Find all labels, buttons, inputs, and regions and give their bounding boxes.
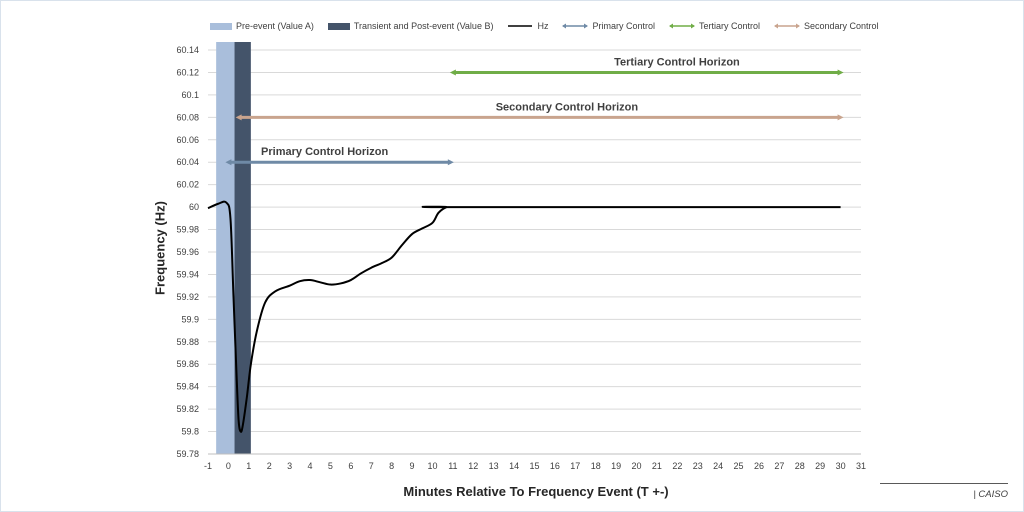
y-tick-label: 60.14 — [176, 45, 199, 55]
y-tick-label: 60 — [189, 202, 199, 212]
y-tick-label: 60.12 — [176, 67, 199, 77]
x-tick-label: 20 — [632, 461, 642, 471]
legend: Pre-event (Value A) Transient and Post-ev… — [210, 18, 879, 34]
post-event-band — [234, 42, 251, 454]
legend-swatch — [210, 22, 232, 30]
legend-swatch — [508, 25, 533, 27]
x-tick-label: 8 — [389, 461, 394, 471]
x-tick-label: 26 — [754, 461, 764, 471]
y-tick-label: 59.88 — [176, 337, 199, 347]
x-tick-label: 11 — [448, 461, 457, 471]
legend-label: Transient and Post-event (Value B) — [353, 21, 494, 31]
y-tick-label: 59.82 — [176, 404, 199, 414]
y-tick-label: 60.1 — [181, 90, 199, 100]
horizon-label: Secondary Control Horizon — [496, 101, 639, 113]
legend-label: Tertiary Control — [698, 21, 760, 31]
x-tick-label: 17 — [570, 461, 580, 471]
x-tick-label: 16 — [550, 461, 560, 471]
y-tick-label: 59.84 — [176, 382, 199, 392]
x-tick-label: 31 — [856, 461, 866, 471]
x-tick-label: 3 — [287, 461, 292, 471]
legend-item: Pre-event (Value A) — [210, 21, 314, 31]
legend-item: Tertiary Control — [668, 21, 760, 31]
x-tick-label: 15 — [529, 461, 539, 471]
x-tick-label: 5 — [328, 461, 333, 471]
source-label: | CAISO — [973, 489, 1008, 500]
y-tick-label: 59.98 — [176, 225, 199, 235]
legend-swatch — [562, 23, 589, 29]
x-tick-label: 30 — [836, 461, 846, 471]
y-tick-label: 60.02 — [176, 180, 199, 190]
y-tick-label: 59.86 — [176, 359, 199, 369]
x-tick-label: 0 — [226, 461, 231, 471]
x-tick-label: 13 — [489, 461, 499, 471]
x-tick-label: 9 — [410, 461, 415, 471]
series-line-hz — [207, 200, 841, 433]
legend-swatch — [774, 23, 800, 29]
horizon-end-marker — [837, 114, 844, 121]
y-tick-label: 59.9 — [181, 314, 199, 324]
x-tick-label: 6 — [348, 461, 353, 471]
legend-swatch — [668, 23, 695, 29]
y-tick-label: 59.8 — [181, 427, 199, 437]
x-tick-label: 27 — [774, 461, 784, 471]
legend-swatch — [327, 22, 350, 30]
x-tick-label: 14 — [509, 461, 519, 471]
y-tick-label: 60.04 — [176, 157, 199, 167]
x-tick-label: 7 — [369, 461, 374, 471]
x-tick-label: 2 — [267, 461, 272, 471]
legend-label: Secondary Control — [804, 21, 879, 31]
x-tick-label: 12 — [468, 461, 478, 471]
x-tick-label: 28 — [795, 461, 805, 471]
y-tick-label: 59.94 — [176, 269, 199, 279]
x-tick-label: 23 — [693, 461, 703, 471]
legend-item: Secondary Control — [774, 21, 879, 31]
horizon-start-marker — [449, 69, 456, 76]
x-tick-label: 10 — [427, 461, 437, 471]
y-tick-label: 60.08 — [176, 112, 199, 122]
x-tick-label: 21 — [652, 461, 662, 471]
horizon-label: Primary Control Horizon — [261, 146, 388, 158]
x-axis-title: Minutes Relative To Frequency Event (T +… — [403, 484, 669, 499]
x-tick-label: 18 — [591, 461, 601, 471]
x-tick-label: 29 — [815, 461, 825, 471]
horizon-end-marker — [837, 69, 844, 76]
x-tick-label: 24 — [713, 461, 723, 471]
source-rule — [880, 483, 1008, 484]
y-tick-label: 59.78 — [176, 449, 199, 459]
y-tick-label: 59.92 — [176, 292, 199, 302]
legend-label: Hz — [537, 21, 549, 31]
pre-event-band — [216, 42, 235, 454]
legend-item: Transient and Post-event (Value B) — [327, 21, 494, 31]
y-axis-title: Frequency (Hz) — [152, 201, 168, 295]
legend-item: Hz — [507, 21, 548, 31]
horizon-end-marker — [447, 159, 454, 166]
x-tick-label: 1 — [246, 461, 251, 471]
x-tick-label: 22 — [672, 461, 682, 471]
x-tick-label: -1 — [204, 461, 212, 471]
horizon-label: Tertiary Control Horizon — [614, 56, 740, 68]
x-tick-label: 19 — [611, 461, 621, 471]
x-tick-label: 4 — [308, 461, 313, 471]
y-tick-label: 59.96 — [176, 247, 199, 257]
legend-item: Primary Control — [562, 21, 655, 31]
y-tick-label: 60.06 — [176, 135, 199, 145]
legend-label: Primary Control — [592, 21, 655, 31]
x-tick-label: 25 — [734, 461, 744, 471]
horizon-start-marker — [225, 159, 232, 166]
legend-label: Pre-event (Value A) — [236, 21, 314, 31]
horizon-start-marker — [235, 114, 242, 121]
